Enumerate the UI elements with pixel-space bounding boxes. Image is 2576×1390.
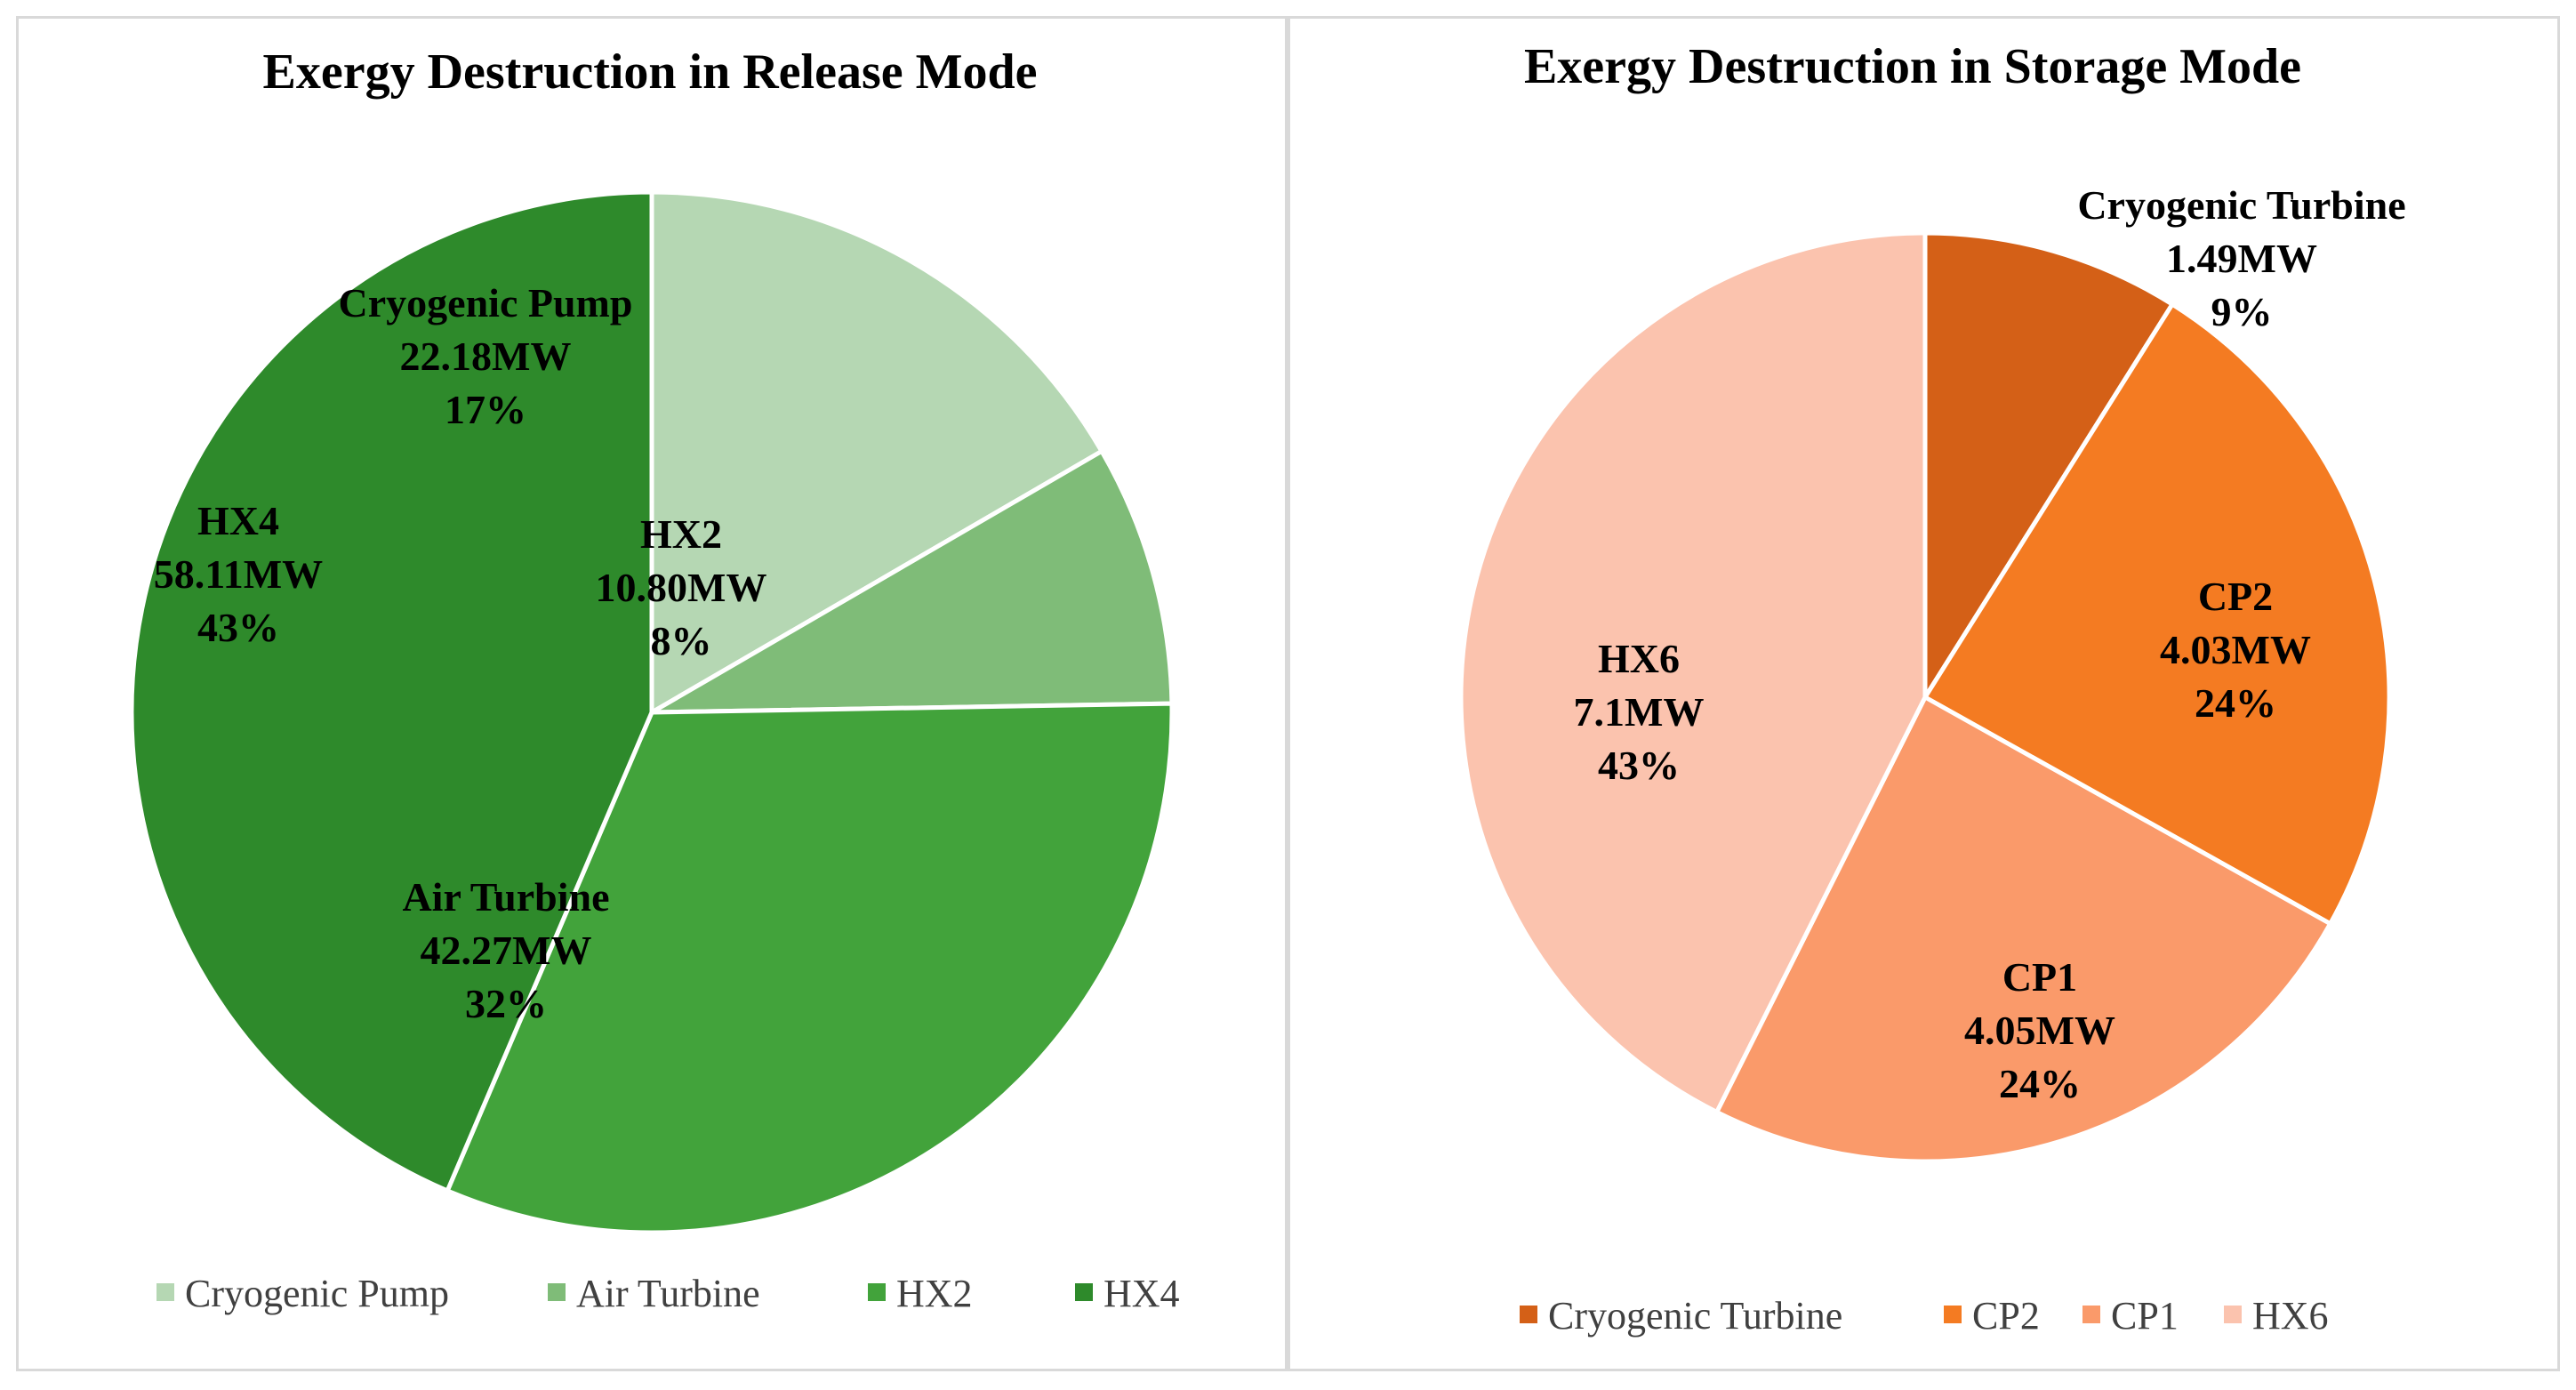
data-label-name-hx6: HX6 <box>1598 636 1680 681</box>
storage-mode-pie-chart: Exergy Destruction in Storage Mode Cryog… <box>1458 39 2406 1338</box>
pie-slice-cryogenic-turbine <box>1922 230 2175 700</box>
data-label-value-hx2: 10.80MW <box>596 565 767 610</box>
legend-swatch-hx4 <box>1075 1283 1093 1301</box>
pie-slice-cryogenic-pump <box>649 189 1104 715</box>
data-labels: Cryogenic Turbine 1.49MW 9% CP2 4.03MW 24% CP1… <box>1574 182 2406 1106</box>
data-label-name-cryogenic-pump: Cryogenic Pump <box>339 280 633 325</box>
data-label-value-cryogenic-turbine: 1.49MW <box>2166 236 2317 281</box>
pie-slice-hx2 <box>649 448 1175 715</box>
data-label-percent-cryogenic-turbine: 9% <box>2211 289 2273 334</box>
data-label-percent-air-turbine: 32% <box>465 981 547 1026</box>
release-mode-chart-panel: Exergy Destruction in Release Mode Cryog… <box>16 16 1288 1371</box>
legend-label-cryogenic-pump: Cryogenic Pump <box>185 1272 449 1315</box>
data-label-value-cryogenic-pump: 22.18MW <box>400 333 572 379</box>
legend-swatch-cp1 <box>2082 1306 2100 1323</box>
data-label-percent-cp2: 24% <box>2195 680 2276 726</box>
legend-label-cp1: CP1 <box>2111 1294 2179 1338</box>
pie-slices <box>1458 230 2392 1164</box>
data-label-value-air-turbine: 42.27MW <box>421 928 592 973</box>
legend-swatch-air-turbine <box>548 1283 566 1301</box>
legend-label-hx4: HX4 <box>1103 1272 1180 1315</box>
pie-slice-air-turbine <box>445 701 1175 1235</box>
pie-slice-cp2 <box>1922 301 2392 927</box>
legend-label-air-turbine: Air Turbine <box>576 1272 760 1315</box>
legend: Cryogenic Turbine CP2 CP1 HX6 <box>1520 1294 2329 1338</box>
data-label-percent-hx4: 43% <box>197 605 279 650</box>
data-label-percent-cryogenic-pump: 17% <box>445 387 526 432</box>
legend-swatch-cryogenic-turbine <box>1520 1306 1537 1323</box>
data-label-value-hx4: 58.11MW <box>154 551 323 597</box>
data-label-value-cp1: 4.05MW <box>1964 1008 2115 1053</box>
data-label-percent-hx6: 43% <box>1598 743 1680 788</box>
pie-slices <box>129 189 1175 1235</box>
pie-slice-cp1 <box>1714 695 2333 1164</box>
data-label-name-hx4: HX4 <box>197 498 279 543</box>
legend-swatch-cryogenic-pump <box>156 1283 174 1301</box>
storage-mode-chart-panel: Exergy Destruction in Storage Mode Cryog… <box>1288 16 2560 1371</box>
data-label-value-hx6: 7.1MW <box>1574 689 1705 735</box>
data-label-name-cryogenic-turbine: Cryogenic Turbine <box>2077 182 2405 228</box>
pie-slice-hx4 <box>129 189 654 1193</box>
data-labels: Cryogenic Pump 22.18MW 17% HX2 10.80MW 8% Air … <box>154 280 767 1026</box>
release-mode-pie-chart: Exergy Destruction in Release Mode Cryog… <box>129 44 1180 1315</box>
legend-label-cp2: CP2 <box>1972 1294 2040 1338</box>
data-label-percent-hx2: 8% <box>651 618 712 663</box>
legend: Cryogenic Pump Air Turbine HX2 HX4 <box>156 1272 1180 1315</box>
chart-title: Exergy Destruction in Release Mode <box>263 44 1038 100</box>
legend-swatch-hx2 <box>868 1283 886 1301</box>
data-label-name-air-turbine: Air Turbine <box>402 874 609 920</box>
data-label-name-hx2: HX2 <box>640 511 722 557</box>
data-label-name-cp2: CP2 <box>2198 574 2273 619</box>
data-label-value-cp2: 4.03MW <box>2160 627 2311 672</box>
legend-label-hx6: HX6 <box>2252 1294 2329 1338</box>
legend-swatch-cp2 <box>1944 1306 1962 1323</box>
data-label-percent-cp1: 24% <box>1999 1061 2081 1106</box>
pie-slice-hx6 <box>1458 230 1928 1114</box>
chart-title: Exergy Destruction in Storage Mode <box>1524 39 2301 94</box>
legend-label-cryogenic-turbine: Cryogenic Turbine <box>1548 1294 1842 1338</box>
legend-label-hx2: HX2 <box>896 1272 973 1315</box>
data-label-name-cp1: CP1 <box>2002 954 2077 1000</box>
legend-swatch-hx6 <box>2224 1306 2242 1323</box>
